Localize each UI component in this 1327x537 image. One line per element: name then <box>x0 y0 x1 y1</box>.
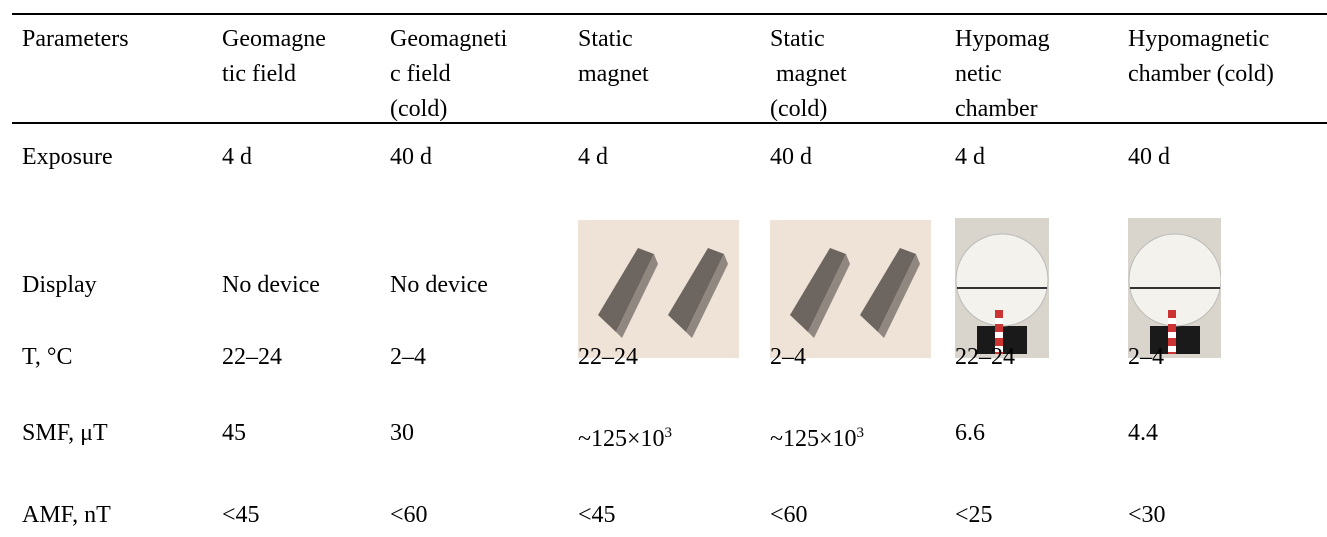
chamber-photo <box>1128 218 1221 358</box>
row-label: AMF, nT <box>22 498 111 533</box>
cell-value: 4 d <box>578 140 608 175</box>
cell-value: 22–24 <box>222 340 282 375</box>
header-cell: Geomagne <box>222 22 326 57</box>
cell-value: No device <box>390 268 488 303</box>
cell-value: 4 d <box>222 140 252 175</box>
cell-value: <30 <box>1128 498 1166 533</box>
header-cell: Geomagneti <box>390 22 507 57</box>
cell-value: 45 <box>222 416 246 451</box>
cell-value: <45 <box>578 498 616 533</box>
header-cell: netic <box>955 57 1002 92</box>
cell-value: No device <box>222 268 320 303</box>
row-label: T, °C <box>22 340 72 375</box>
header-cell: Parameters <box>22 22 129 57</box>
header-cell: (cold) <box>390 92 447 127</box>
header-cell: chamber <box>955 92 1038 127</box>
header-cell: Static <box>770 22 825 57</box>
header-cell: c field <box>390 57 451 92</box>
cell-value: 22–24 <box>578 340 638 375</box>
cell-value: ~125×103 <box>770 416 864 457</box>
header-cell: magnet <box>770 57 847 92</box>
table-page: Parameters Geomagnetic field Geomagnetic f… <box>0 0 1327 537</box>
cell-value: 40 d <box>1128 140 1170 175</box>
cell-value: 40 d <box>390 140 432 175</box>
header-cell: Static <box>578 22 633 57</box>
header-cell: magnet <box>578 57 649 92</box>
magnet-photo <box>578 220 739 358</box>
cell-value: 2–4 <box>1128 340 1164 375</box>
cell-value: 22–24 <box>955 340 1015 375</box>
header-cell: tic field <box>222 57 296 92</box>
top-rule <box>12 13 1327 15</box>
row-label: SMF, μT <box>22 416 108 451</box>
cell-value: 2–4 <box>770 340 806 375</box>
cell-value: 2–4 <box>390 340 426 375</box>
cell-value: ~125×103 <box>578 416 672 457</box>
cell-value: <60 <box>390 498 428 533</box>
header-cell: Hypomagnetic <box>1128 22 1269 57</box>
header-rule <box>12 122 1327 124</box>
row-label: Display <box>22 268 97 303</box>
cell-value: 40 d <box>770 140 812 175</box>
cell-value: <45 <box>222 498 260 533</box>
header-cell: (cold) <box>770 92 827 127</box>
cell-value: 4 d <box>955 140 985 175</box>
cell-value: 4.4 <box>1128 416 1158 451</box>
header-cell: Hypomag <box>955 22 1050 57</box>
value-text: ~125×10 <box>578 426 665 452</box>
chamber-photo <box>955 218 1049 358</box>
row-label: Exposure <box>22 140 113 175</box>
cell-value: <60 <box>770 498 808 533</box>
cell-value: 6.6 <box>955 416 985 451</box>
magnet-photo <box>770 220 931 358</box>
cell-value: 30 <box>390 416 414 451</box>
cell-value: <25 <box>955 498 993 533</box>
exponent: 3 <box>665 425 673 441</box>
value-text: ~125×10 <box>770 426 857 452</box>
exponent: 3 <box>857 425 865 441</box>
header-cell: chamber (cold) <box>1128 57 1274 92</box>
